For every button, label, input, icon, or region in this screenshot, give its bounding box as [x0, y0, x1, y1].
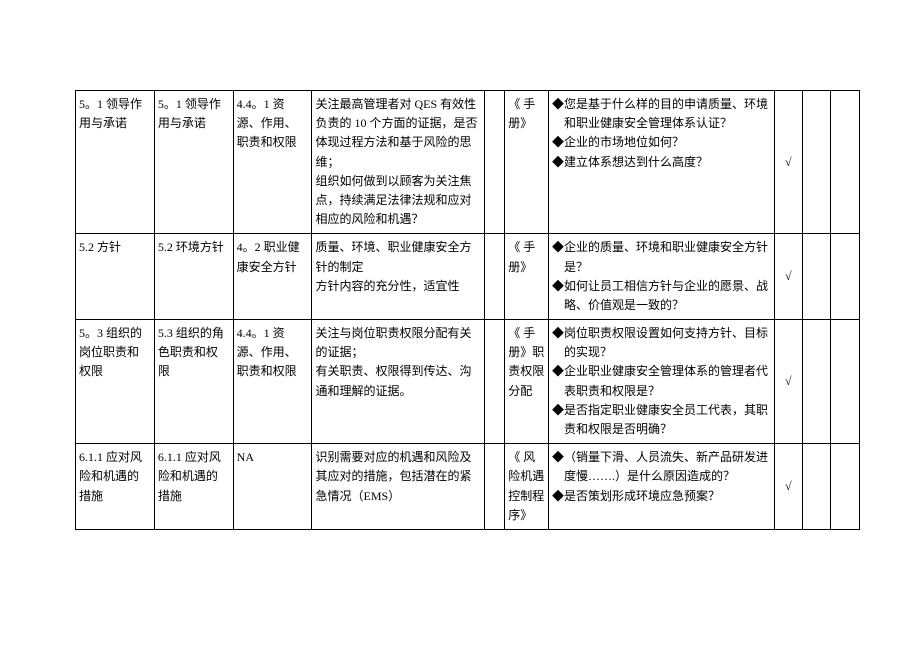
cell-text: 关注最高管理者对 QES 有效性负责的 10 个方面的证据，是否体现过程方法和基…: [315, 95, 481, 172]
cell-text: 5。3 组织的岗位职责和权限: [79, 324, 151, 382]
table-cell: 4.4。1 资源、作用、职责和权限: [233, 91, 312, 234]
cell-text: 质量、环境、职业健康安全方针的制定: [315, 238, 481, 276]
cell-text: 《 手册》: [508, 238, 545, 276]
table-cell: ◆（销量下滑、人员流失、新产品研发进度慢…….）是什么原因造成的？◆是否策划形成…: [548, 444, 774, 530]
cell-text: 组织如何做到以顾客为关注焦点，持续满足法律法规和应对相应的风险和机遇？: [315, 172, 481, 230]
table-cell: [803, 91, 831, 234]
table-cell: 5。3 组织的岗位职责和权限: [76, 320, 155, 444]
table-cell: √: [774, 234, 802, 320]
cell-text: 6.1.1 应对风险和机遇的措施: [79, 448, 151, 506]
cell-text: √: [778, 153, 799, 172]
table-cell: [803, 320, 831, 444]
cell-text: 6.1.1 应对风险和机遇的措施: [158, 448, 230, 506]
bullet-item: ◆企业的质量、环境和职业健康安全方针是？: [552, 238, 771, 276]
table-row: 5。1 领导作用与承诺5。1 领导作用与承诺4.4。1 资源、作用、职责和权限关…: [76, 91, 860, 234]
table-cell: 6.1.1 应对风险和机遇的措施: [76, 444, 155, 530]
table-cell: [803, 444, 831, 530]
bullet-item: ◆如何让员工相信方针与企业的愿景、战略、价值观是一致的？: [552, 277, 771, 315]
cell-text: 方针内容的充分性，适宜性: [315, 277, 481, 296]
document-page: 5。1 领导作用与承诺5。1 领导作用与承诺4.4。1 资源、作用、职责和权限关…: [0, 0, 920, 651]
cell-text: 4。2 职业健康安全方针: [237, 238, 309, 276]
table-cell: [485, 234, 505, 320]
table-cell: √: [774, 444, 802, 530]
bullet-item: ◆是否指定职业健康安全员工代表，其职责和权限是否明确？: [552, 401, 771, 439]
table-cell: [485, 444, 505, 530]
cell-text: √: [778, 477, 799, 496]
table-row: 6.1.1 应对风险和机遇的措施6.1.1 应对风险和机遇的措施 NA 识别需要对应…: [76, 444, 860, 530]
bullet-item: ◆是否策划形成环境应急预案？: [552, 487, 771, 506]
table-cell: [485, 91, 505, 234]
bullet-item: ◆（销量下滑、人员流失、新产品研发进度慢…….）是什么原因造成的？: [552, 448, 771, 486]
table-cell: 4。2 职业健康安全方针: [233, 234, 312, 320]
cell-text: 关注与岗位职责权限分配有关的证据；: [315, 324, 481, 362]
table-cell: 6.1.1 应对风险和机遇的措施: [154, 444, 233, 530]
cell-text: √: [778, 267, 799, 286]
cell-text: 《 手册》职责权限分配: [508, 324, 545, 401]
table-cell: [803, 234, 831, 320]
table-row: 5.2 方针 5.2 环境方针 4。2 职业健康安全方针质量、环境、职业健康安全方针…: [76, 234, 860, 320]
table-cell: 5.2 方针: [76, 234, 155, 320]
bullet-item: ◆建立体系想达到什么高度？: [552, 153, 771, 172]
table-cell: NA: [233, 444, 312, 530]
cell-text: 《 手册》: [508, 95, 545, 133]
cell-text: 5.2 方针: [79, 238, 151, 257]
cell-text: 有关职责、权限得到传达、沟通和理解的证据。: [315, 362, 481, 400]
cell-text: 5。1 领导作用与承诺: [158, 95, 230, 133]
cell-text: 识别需要对应的机遇和风险及其应对的措施，包括潜在的紧急情况（EMS）: [315, 448, 481, 506]
cell-text: 5.2 环境方针: [158, 238, 230, 257]
table-cell: 关注与岗位职责权限分配有关的证据；有关职责、权限得到传达、沟通和理解的证据。: [312, 320, 485, 444]
table-cell: 《 风险机遇控制程序》: [505, 444, 549, 530]
table-cell: [831, 234, 860, 320]
cell-text: 4.4。1 资源、作用、职责和权限: [237, 324, 309, 382]
table-cell: √: [774, 320, 802, 444]
bullet-item: ◆岗位职责权限设置如何支持方针、目标的实现？: [552, 324, 771, 362]
table-cell: 4.4。1 资源、作用、职责和权限: [233, 320, 312, 444]
table-cell: ◆您是基于什么样的目的申请质量、环境和职业健康安全管理体系认证？◆企业的市场地位…: [548, 91, 774, 234]
table-cell: ◆企业的质量、环境和职业健康安全方针是？◆如何让员工相信方针与企业的愿景、战略、…: [548, 234, 774, 320]
table-cell: [831, 91, 860, 234]
table-cell: 《 手册》: [505, 91, 549, 234]
table-cell: 5。1 领导作用与承诺: [154, 91, 233, 234]
table-cell: 5。1 领导作用与承诺: [76, 91, 155, 234]
table-cell: 关注最高管理者对 QES 有效性负责的 10 个方面的证据，是否体现过程方法和基…: [312, 91, 485, 234]
table-cell: [485, 320, 505, 444]
table-cell: 识别需要对应的机遇和风险及其应对的措施，包括潜在的紧急情况（EMS）: [312, 444, 485, 530]
table-cell: √: [774, 91, 802, 234]
cell-text: 5.3 组织的角色职责和权限: [158, 324, 230, 382]
table-cell: 5.3 组织的角色职责和权限: [154, 320, 233, 444]
table-cell: 5.2 环境方针: [154, 234, 233, 320]
table-cell: 质量、环境、职业健康安全方针的制定方针内容的充分性，适宜性: [312, 234, 485, 320]
cell-text: √: [778, 372, 799, 391]
bullet-item: ◆您是基于什么样的目的申请质量、环境和职业健康安全管理体系认证？: [552, 95, 771, 133]
cell-text: 4.4。1 资源、作用、职责和权限: [237, 95, 309, 153]
cell-text: 《 风险机遇控制程序》: [508, 448, 545, 525]
cell-text: NA: [237, 448, 309, 467]
table-cell: 《 手册》职责权限分配: [505, 320, 549, 444]
audit-table: 5。1 领导作用与承诺5。1 领导作用与承诺4.4。1 资源、作用、职责和权限关…: [75, 90, 860, 530]
table-row: 5。3 组织的岗位职责和权限5.3 组织的角色职责和权限4.4。1 资源、作用、…: [76, 320, 860, 444]
bullet-item: ◆企业职业健康安全管理体系的管理者代表职责和权限是？: [552, 362, 771, 400]
cell-text: 5。1 领导作用与承诺: [79, 95, 151, 133]
bullet-item: ◆企业的市场地位如何？: [552, 133, 771, 152]
table-cell: 《 手册》: [505, 234, 549, 320]
table-cell: ◆岗位职责权限设置如何支持方针、目标的实现？◆企业职业健康安全管理体系的管理者代…: [548, 320, 774, 444]
table-cell: [831, 320, 860, 444]
table-cell: [831, 444, 860, 530]
